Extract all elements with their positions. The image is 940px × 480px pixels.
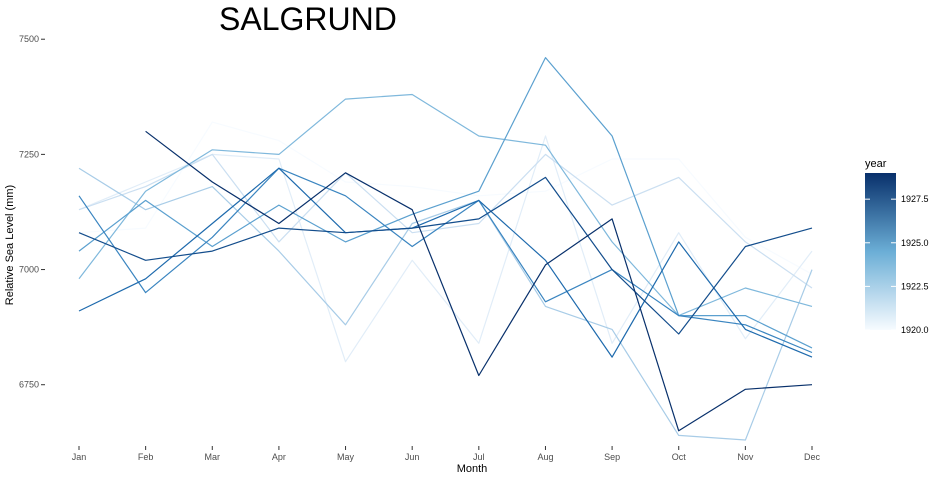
legend-tick-label: 1925.0 [901, 238, 929, 248]
series-line [78, 153, 813, 289]
x-tick-label: Dec [804, 452, 821, 462]
legend-tick-label: 1922.5 [901, 281, 929, 291]
x-tick-label: Jan [72, 452, 87, 462]
series-line [78, 57, 813, 349]
x-tick-label: Aug [537, 452, 553, 462]
x-tick-label: Oct [672, 452, 687, 462]
y-axis: 6750 7000 7250 7500 [19, 34, 45, 390]
x-tick-label: Nov [737, 452, 754, 462]
series-line [78, 135, 813, 363]
x-tick-label: Apr [272, 452, 286, 462]
series-line [78, 167, 813, 354]
y-axis-title: Relative Sea Level (mm) [4, 185, 16, 305]
chart-title: SALGRUND [219, 1, 397, 37]
series-line [78, 167, 813, 441]
y-tick-label: 6750 [19, 380, 39, 390]
x-axis-title: Month [457, 463, 488, 475]
legend-ticks: 1920.0 1922.5 1925.0 1927.5 [865, 194, 929, 335]
legend-title: year [865, 158, 887, 170]
series-line [78, 167, 813, 358]
x-tick-label: Jul [473, 452, 485, 462]
x-tick-label: Sep [604, 452, 620, 462]
y-tick-label: 7000 [19, 265, 39, 275]
x-axis: Jan Feb Mar Apr May Jun Jul Aug Sep Oct Nov Dec [72, 446, 821, 462]
y-tick-label: 7250 [19, 149, 39, 159]
series-line [78, 93, 813, 317]
x-tick-label: Mar [205, 452, 221, 462]
series-line [78, 176, 813, 335]
x-tick-label: Feb [138, 452, 154, 462]
series-lines [78, 57, 813, 441]
legend-colorbar [865, 173, 896, 330]
legend-tick-label: 1927.5 [901, 194, 929, 204]
y-tick-label: 7500 [19, 34, 39, 44]
series-line [145, 130, 813, 432]
x-tick-label: May [337, 452, 355, 462]
series-line [78, 121, 813, 275]
legend-tick-label: 1920.0 [901, 325, 929, 335]
legend: year 1920.0 1922.5 1925.0 1927.5 [865, 158, 929, 335]
x-tick-label: Jun [405, 452, 420, 462]
